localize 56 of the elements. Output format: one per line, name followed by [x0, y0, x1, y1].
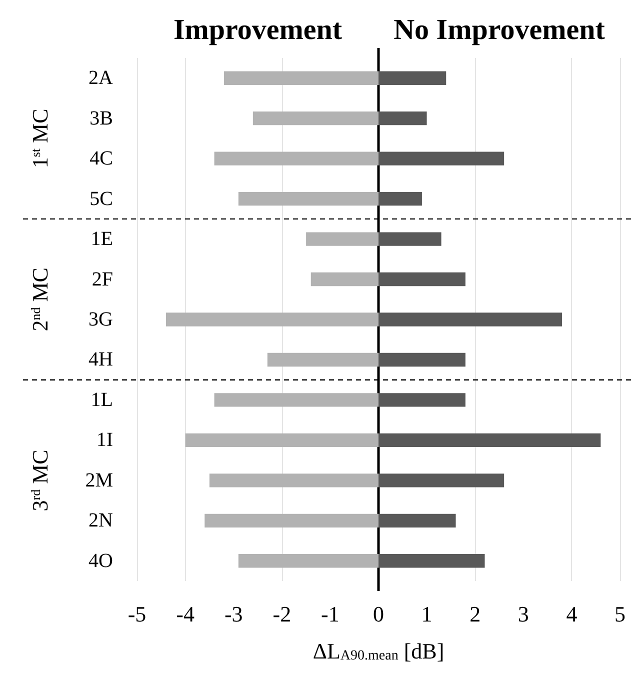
y-tick-label: 4H — [88, 348, 113, 371]
y-tick-label: 2N — [88, 510, 113, 532]
bar — [224, 71, 378, 85]
x-tick-label: -1 — [321, 602, 340, 626]
bar — [252, 112, 378, 126]
bar — [267, 352, 378, 367]
y-tick-label: 2A — [88, 67, 114, 90]
y-tick-label: 2M — [85, 469, 114, 492]
bar — [378, 352, 466, 367]
bar — [378, 474, 504, 488]
text: 2nd MC — [28, 268, 52, 332]
y-tick-label: 2F — [92, 268, 113, 290]
x-tick-label: 1 — [421, 602, 432, 626]
bar — [378, 152, 504, 166]
x-tick-label: 4 — [566, 602, 578, 626]
bar — [238, 192, 378, 206]
x-tick-label: -5 — [128, 602, 146, 626]
bar — [214, 393, 378, 407]
bar — [378, 192, 422, 206]
bar — [378, 71, 446, 85]
x-tick-label: 0 — [373, 602, 384, 626]
y-tick-label: 5C — [90, 188, 113, 210]
bar — [378, 112, 427, 126]
x-tick-label: 3 — [518, 602, 529, 626]
bar — [238, 554, 378, 568]
y-tick-label: 4O — [88, 550, 113, 572]
y-tick-label: 4C — [90, 148, 113, 170]
bar — [378, 393, 466, 407]
series-label: Improvement — [173, 14, 342, 46]
bar — [310, 272, 378, 286]
bar — [378, 554, 485, 568]
bar — [204, 514, 378, 528]
bar — [378, 433, 601, 448]
x-axis-title: ΔLA90.mean [dB] — [312, 638, 444, 664]
y-tick-label: 1I — [96, 429, 113, 452]
bar — [185, 433, 378, 448]
bar — [214, 152, 378, 166]
series-label: No Improvement — [394, 14, 606, 46]
bar — [378, 232, 442, 246]
bar — [378, 272, 466, 286]
y-tick-label: 1L — [90, 388, 113, 411]
x-tick-label: -4 — [176, 602, 194, 626]
bar — [166, 312, 378, 326]
text: 1st MC — [28, 108, 52, 168]
y-tick-label: 3B — [90, 107, 113, 130]
bar — [378, 514, 456, 528]
y-tick-label: 1E — [90, 228, 113, 250]
x-tick-label: -2 — [272, 602, 292, 626]
text: 3rd MC — [28, 450, 52, 512]
x-tick-label: 2 — [470, 602, 481, 626]
x-tick-label: 5 — [614, 602, 626, 626]
bar — [209, 474, 378, 488]
bar — [306, 232, 378, 246]
y-tick-label: 3G — [88, 308, 113, 330]
x-tick-label: -3 — [224, 602, 243, 626]
bar — [378, 312, 562, 326]
